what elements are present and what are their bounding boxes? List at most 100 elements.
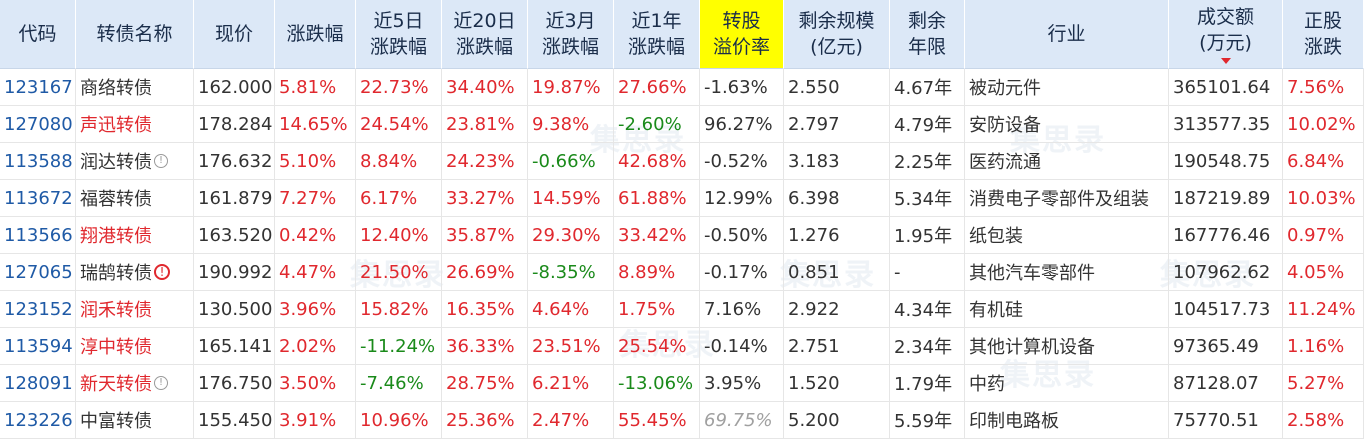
cell-code[interactable]: 123152 xyxy=(0,291,76,328)
cell-text: 33.42% xyxy=(618,224,687,246)
cell-text[interactable]: 113672 xyxy=(4,187,73,209)
header-premium[interactable]: 转股 溢价率 xyxy=(700,0,784,69)
info-icon[interactable]: ! xyxy=(154,154,168,168)
cell-text: 8.89% xyxy=(618,261,676,283)
cell-code[interactable]: 113672 xyxy=(0,180,76,217)
cell-text: -2.60% xyxy=(618,113,682,135)
cell-remaining-years: 4.67年 xyxy=(890,69,965,106)
header-industry[interactable]: 行业 xyxy=(965,0,1169,69)
header-chg-5d[interactable]: 近5日 涨跌幅 xyxy=(356,0,442,69)
cell-chg-20d: 36.33% xyxy=(442,328,528,365)
header-chg-1y[interactable]: 近1年 涨跌幅 xyxy=(614,0,700,69)
cell-text: 1.16% xyxy=(1287,335,1345,357)
header-label-line2: 涨跌 xyxy=(1303,36,1342,58)
cell-name[interactable]: 翔港转债 xyxy=(76,217,194,254)
cell-chg: 5.81% xyxy=(275,69,356,106)
cell-text: 其他汽车零部件 xyxy=(969,263,1095,284)
cell-code[interactable]: 128091 xyxy=(0,365,76,402)
header-label-line1: 近1年 xyxy=(631,10,682,32)
cell-text[interactable]: 127065 xyxy=(4,261,73,283)
cell-code[interactable]: 123226 xyxy=(0,402,76,439)
cell-text: -7.46% xyxy=(360,372,424,394)
cell-text: 4.67年 xyxy=(894,78,953,99)
cell-text: 被动元件 xyxy=(969,78,1041,99)
cell-name[interactable]: 润禾转债 xyxy=(76,291,194,328)
cell-amount: 187219.89 xyxy=(1169,180,1283,217)
cell-code[interactable]: 123167 xyxy=(0,69,76,106)
header-remaining-years[interactable]: 剩余 年限 xyxy=(890,0,965,69)
cell-industry: 纸包装 xyxy=(965,217,1169,254)
cell-text: 35.87% xyxy=(446,224,515,246)
cell-text: -11.24% xyxy=(360,335,436,357)
cell-text: 187219.89 xyxy=(1173,187,1271,209)
cell-industry: 医药流通 xyxy=(965,143,1169,180)
header-chg[interactable]: 涨跌幅 xyxy=(275,0,356,69)
cell-chg-3m: 23.51% xyxy=(528,328,614,365)
cell-chg-3m: 9.38% xyxy=(528,106,614,143)
cell-text: 176.632 xyxy=(198,150,273,172)
cell-chg-1y: 8.89% xyxy=(614,254,700,291)
cell-text[interactable]: 翔港转债 xyxy=(80,226,152,247)
cell-chg-1y: 25.54% xyxy=(614,328,700,365)
cell-chg-3m: 6.21% xyxy=(528,365,614,402)
warning-icon[interactable]: ! xyxy=(154,264,170,280)
cell-text[interactable]: 新天转债 xyxy=(80,374,152,395)
cell-text: 3.95% xyxy=(704,372,762,394)
cell-code[interactable]: 127080 xyxy=(0,106,76,143)
cell-text[interactable]: 中富转债 xyxy=(80,411,152,432)
cell-text: 中药 xyxy=(969,374,1005,395)
header-remaining-scale[interactable]: 剩余规模 (亿元) xyxy=(784,0,890,69)
cell-text: 10.02% xyxy=(1287,113,1356,135)
cell-text[interactable]: 123152 xyxy=(4,298,73,320)
cell-text[interactable]: 113566 xyxy=(4,224,73,246)
cell-text: 10.96% xyxy=(360,409,429,431)
cell-text: 23.81% xyxy=(446,113,515,135)
cell-text[interactable]: 123226 xyxy=(4,409,73,431)
cell-text: 1.79年 xyxy=(894,374,953,395)
cell-text[interactable]: 瑞鹄转债 xyxy=(80,263,152,284)
cell-code[interactable]: 113588 xyxy=(0,143,76,180)
cell-chg-20d: 33.27% xyxy=(442,180,528,217)
header-code[interactable]: 代码 xyxy=(0,0,76,69)
header-chg-20d[interactable]: 近20日 涨跌幅 xyxy=(442,0,528,69)
cell-name[interactable]: 润达转债! xyxy=(76,143,194,180)
cell-text[interactable]: 128091 xyxy=(4,372,73,394)
cell-text[interactable]: 润禾转债 xyxy=(80,300,152,321)
cell-name[interactable]: 淳中转债 xyxy=(76,328,194,365)
cell-text: 消费电子零部件及组装 xyxy=(969,189,1149,210)
info-icon[interactable]: ! xyxy=(154,376,168,390)
cell-amount: 107962.62 xyxy=(1169,254,1283,291)
header-stock-chg[interactable]: 正股 涨跌 xyxy=(1283,0,1364,69)
cell-text: 97365.49 xyxy=(1173,335,1259,357)
cell-name[interactable]: 瑞鹄转债! xyxy=(76,254,194,291)
cell-code[interactable]: 127065 xyxy=(0,254,76,291)
cell-name[interactable]: 声迅转债 xyxy=(76,106,194,143)
cell-text[interactable]: 113594 xyxy=(4,335,73,357)
cell-name[interactable]: 新天转债! xyxy=(76,365,194,402)
cell-premium: -0.14% xyxy=(700,328,784,365)
cell-stock-chg: 0.97% xyxy=(1283,217,1364,254)
header-chg-3m[interactable]: 近3月 涨跌幅 xyxy=(528,0,614,69)
header-name[interactable]: 转债名称 xyxy=(76,0,194,69)
cell-text: 医药流通 xyxy=(969,152,1041,173)
cell-code[interactable]: 113594 xyxy=(0,328,76,365)
cell-text[interactable]: 润达转债 xyxy=(80,152,152,173)
cell-code[interactable]: 113566 xyxy=(0,217,76,254)
cell-text: 22.73% xyxy=(360,76,429,98)
cell-text[interactable]: 127080 xyxy=(4,113,73,135)
cell-text[interactable]: 113588 xyxy=(4,150,73,172)
cell-text: 42.68% xyxy=(618,150,687,172)
cell-name[interactable]: 福蓉转债 xyxy=(76,180,194,217)
cell-name[interactable]: 商络转债 xyxy=(76,69,194,106)
cell-text[interactable]: 声迅转债 xyxy=(80,115,152,136)
header-price[interactable]: 现价 xyxy=(194,0,275,69)
cell-name[interactable]: 中富转债 xyxy=(76,402,194,439)
cell-text: 1.95年 xyxy=(894,226,953,247)
cell-text[interactable]: 商络转债 xyxy=(80,78,152,99)
cell-text[interactable]: 淳中转债 xyxy=(80,337,152,358)
header-amount[interactable]: 成交额 (万元) xyxy=(1169,0,1283,69)
cell-text[interactable]: 123167 xyxy=(4,76,73,98)
cell-chg: 2.02% xyxy=(275,328,356,365)
sort-desc-icon[interactable] xyxy=(1220,58,1231,64)
cell-text[interactable]: 福蓉转债 xyxy=(80,189,152,210)
